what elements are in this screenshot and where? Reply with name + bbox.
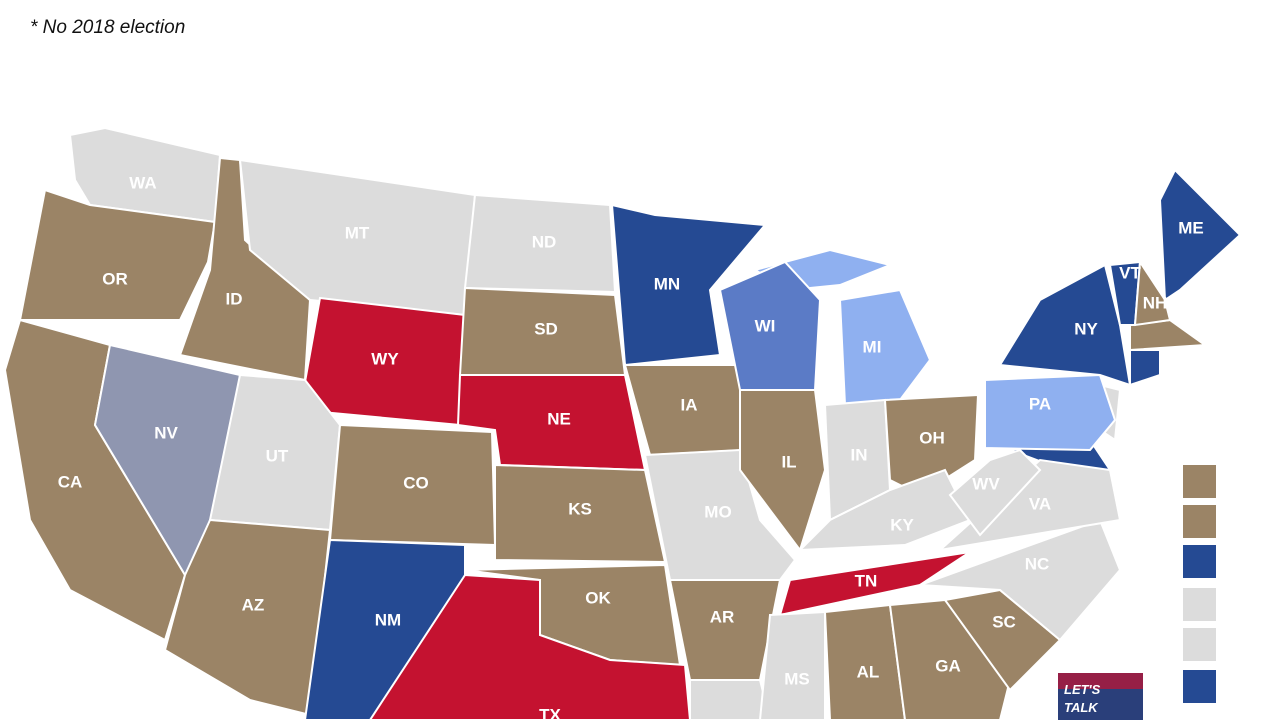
state-shape bbox=[494, 463, 667, 564]
state-label: NM bbox=[375, 610, 401, 629]
state-label: KS bbox=[568, 499, 592, 518]
legend-swatch bbox=[1183, 628, 1216, 661]
state-label: SD bbox=[534, 319, 558, 338]
state-shape bbox=[668, 579, 782, 681]
state-label: PA bbox=[1029, 394, 1051, 413]
state-label: AL bbox=[857, 662, 880, 681]
state-shape bbox=[998, 263, 1132, 387]
note: * No 2018 election bbox=[30, 17, 185, 38]
legend-swatch bbox=[1183, 588, 1216, 621]
state-label: CA bbox=[58, 472, 83, 491]
state-label: NC bbox=[1025, 554, 1050, 573]
legend-swatch bbox=[1183, 465, 1216, 498]
state-label: NV bbox=[154, 423, 178, 442]
state-shape bbox=[463, 193, 617, 294]
state-label: WI bbox=[755, 316, 776, 335]
state-label: TN bbox=[855, 571, 878, 590]
legend-swatch bbox=[1183, 545, 1216, 578]
state-shape bbox=[368, 573, 692, 720]
state-label: ME bbox=[1178, 218, 1204, 237]
state-shape bbox=[739, 389, 827, 553]
state-label: WV bbox=[972, 474, 1000, 493]
state-shape bbox=[823, 603, 907, 720]
state-label: OR bbox=[102, 269, 128, 288]
legend-swatch bbox=[1183, 505, 1216, 538]
logo: LET'S TALK bbox=[1058, 673, 1143, 720]
state-label: MN bbox=[654, 274, 680, 293]
state-label: NE bbox=[547, 409, 571, 428]
state-label: MS bbox=[784, 669, 810, 688]
state-label: VT bbox=[1119, 263, 1141, 282]
state-label: MI bbox=[863, 337, 882, 356]
state-label: MT bbox=[345, 223, 370, 242]
state-label: IN bbox=[851, 445, 868, 464]
state-label: GA bbox=[935, 656, 961, 675]
state-shape bbox=[163, 518, 332, 717]
state-label: AZ bbox=[242, 595, 265, 614]
state-label: MO bbox=[704, 502, 731, 521]
logo-text: LET'S bbox=[1064, 682, 1101, 697]
logo-text: TALK bbox=[1064, 700, 1099, 715]
state-label: AR bbox=[710, 607, 735, 626]
legend bbox=[1183, 465, 1216, 703]
state-shape bbox=[797, 468, 972, 552]
state-label: WA bbox=[129, 173, 156, 192]
state-shape bbox=[948, 448, 1042, 537]
state-label: SC bbox=[992, 612, 1016, 631]
state-label: VA bbox=[1029, 494, 1051, 513]
state-label: ND bbox=[532, 232, 557, 251]
state-label: NY bbox=[1074, 319, 1098, 338]
state-shape bbox=[984, 373, 1117, 452]
state-label: IL bbox=[781, 452, 796, 471]
states bbox=[3, 126, 1242, 720]
state-shape bbox=[919, 518, 1122, 642]
state-label: ID bbox=[226, 289, 243, 308]
logo-stripe bbox=[1058, 673, 1143, 689]
state-label: IA bbox=[681, 395, 698, 414]
state-label: TX bbox=[539, 705, 561, 720]
state-label: KY bbox=[890, 515, 914, 534]
state-shape bbox=[718, 260, 822, 391]
state-shape bbox=[1158, 168, 1242, 302]
state-label: WY bbox=[371, 349, 399, 368]
state-shape bbox=[1133, 259, 1172, 327]
state-label: CO bbox=[403, 473, 429, 492]
state-shape bbox=[689, 679, 772, 720]
state-label: OH bbox=[919, 428, 945, 447]
state-label: OK bbox=[585, 588, 611, 607]
state-shape bbox=[838, 288, 932, 407]
state-label: UT bbox=[266, 446, 289, 465]
state-label: NH bbox=[1143, 293, 1168, 312]
state-shape bbox=[888, 598, 1012, 720]
state-shape bbox=[1129, 349, 1161, 387]
legend-swatch bbox=[1183, 670, 1216, 703]
state-labels: WA OR CA NV ID MT WY UT CO AZ NM ND SD NE KS OK TX MN IA MO… bbox=[58, 173, 1204, 720]
state-shape bbox=[758, 610, 826, 720]
